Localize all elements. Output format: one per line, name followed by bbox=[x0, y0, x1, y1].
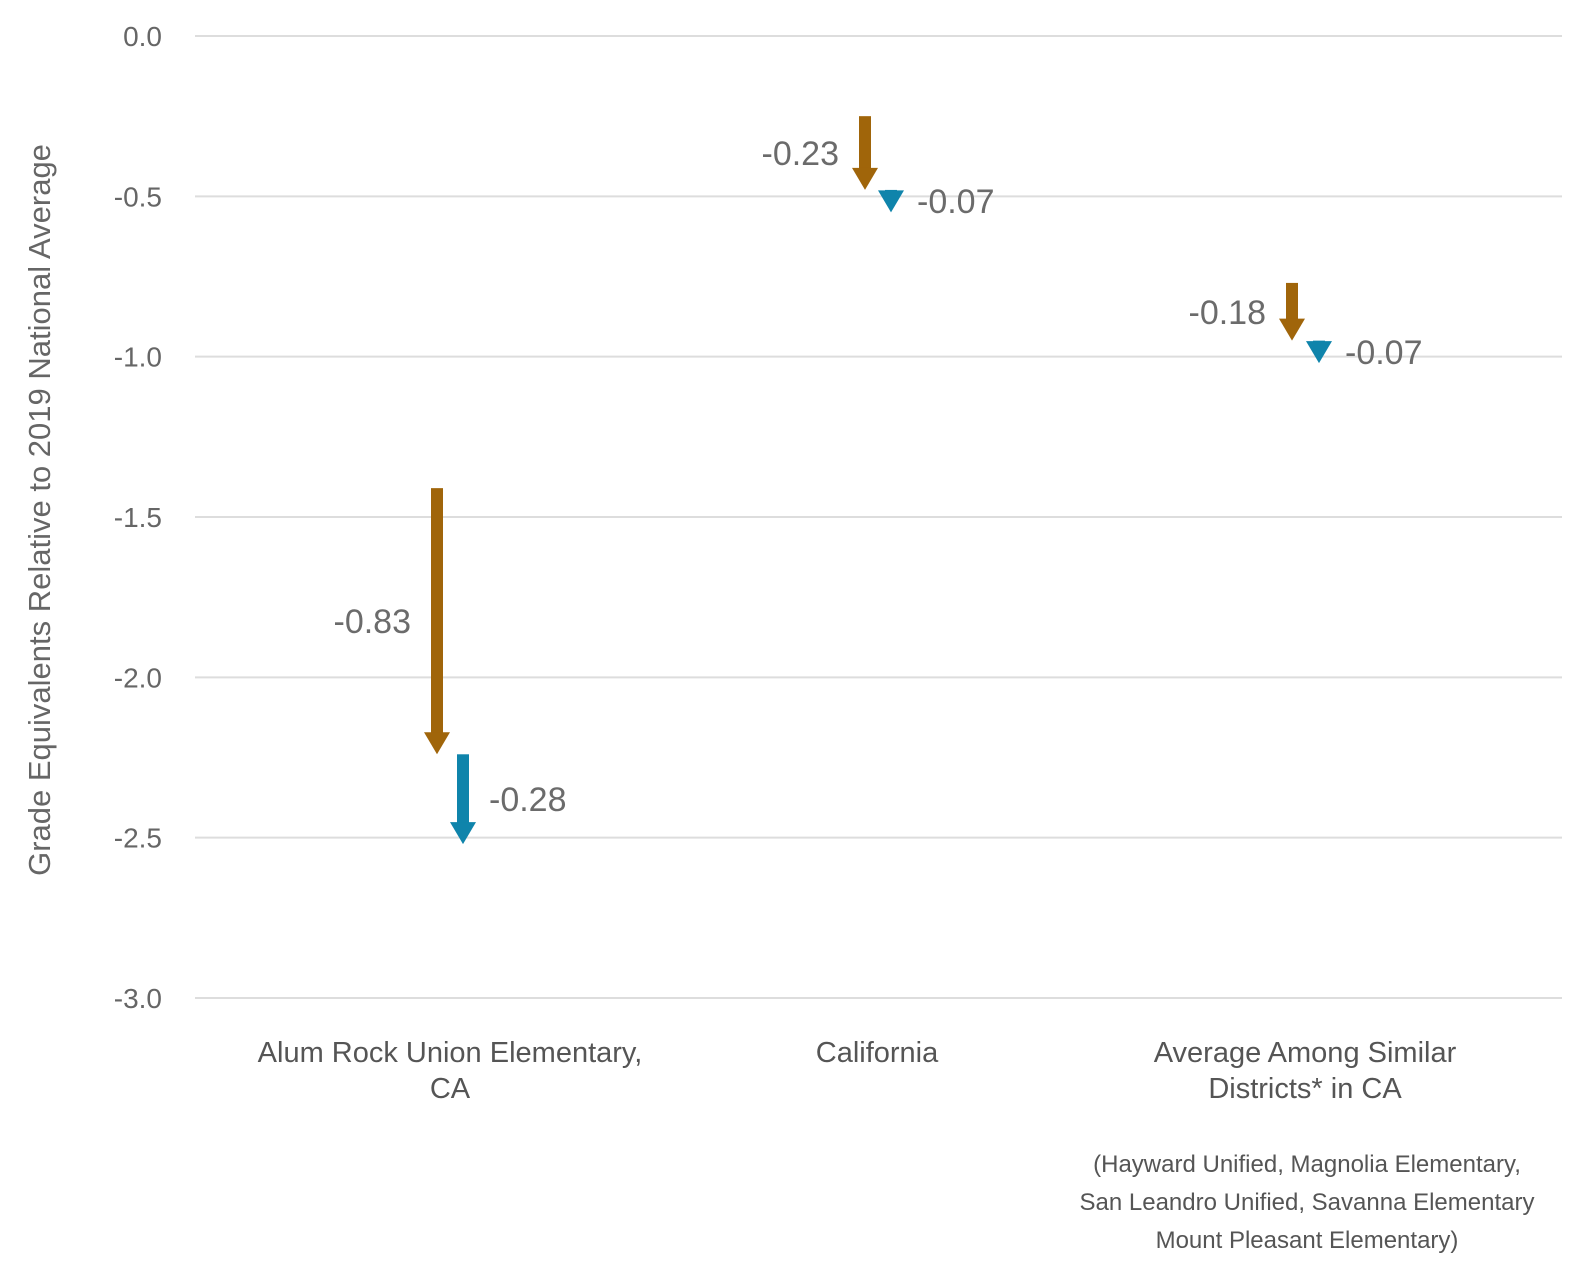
value-label: -0.07 bbox=[917, 183, 995, 221]
arrow-shaft bbox=[859, 116, 871, 169]
arrow-head bbox=[450, 822, 476, 845]
value-label: -0.23 bbox=[762, 135, 840, 173]
value-label: -0.83 bbox=[334, 603, 412, 641]
arrow-head bbox=[1279, 318, 1305, 341]
arrow-shaft bbox=[1286, 282, 1298, 320]
footnote-line: San Leandro Unified, Savanna Elementary bbox=[1080, 1189, 1535, 1216]
arrow-head bbox=[852, 167, 878, 190]
footnote-line: Mount Pleasant Elementary) bbox=[1156, 1227, 1459, 1254]
arrow-head bbox=[1306, 341, 1332, 364]
arrow-head bbox=[424, 732, 450, 755]
footnote-line: (Hayward Unified, Magnolia Elementary, bbox=[1093, 1151, 1521, 1178]
y-tick-label: 0.0 bbox=[123, 21, 162, 52]
value-labels: -0.83 -0.23 -0.18 -0.28 -0.07 -0.07 bbox=[334, 135, 1423, 819]
arrow-shaft bbox=[457, 754, 469, 824]
category-label: California bbox=[816, 1037, 939, 1069]
y-tick-label: -3.0 bbox=[114, 983, 162, 1014]
value-label: -0.07 bbox=[1345, 334, 1423, 372]
arrow-head bbox=[878, 190, 904, 213]
y-tick-label: -2.5 bbox=[114, 823, 162, 854]
y-tick-label: -2.0 bbox=[114, 662, 162, 693]
value-label: -0.28 bbox=[489, 781, 567, 819]
arrow-marks bbox=[424, 116, 1332, 845]
y-axis-title: Grade Equivalents Relative to 2019 Natio… bbox=[22, 144, 57, 876]
category-label: Average Among Similar bbox=[1154, 1037, 1457, 1069]
value-label: -0.18 bbox=[1189, 294, 1267, 332]
y-tick-label: -1.5 bbox=[114, 502, 162, 533]
category-label: CA bbox=[430, 1073, 471, 1105]
category-label: Districts* in CA bbox=[1208, 1073, 1402, 1105]
category-label: Alum Rock Union Elementary, bbox=[258, 1037, 643, 1069]
y-tick-label: -0.5 bbox=[114, 181, 162, 212]
y-tick-label: -1.0 bbox=[114, 342, 162, 373]
arrow-shaft bbox=[431, 488, 443, 734]
y-tick-labels: 0.0 -0.5 -1.0 -1.5 -2.0 -2.5 -3.0 bbox=[114, 21, 162, 1014]
category-labels: Alum Rock Union Elementary, CA California A… bbox=[258, 1037, 1457, 1105]
footnote: (Hayward Unified, Magnolia Elementary, Sa… bbox=[1080, 1151, 1535, 1254]
gridlines bbox=[195, 35, 1562, 999]
